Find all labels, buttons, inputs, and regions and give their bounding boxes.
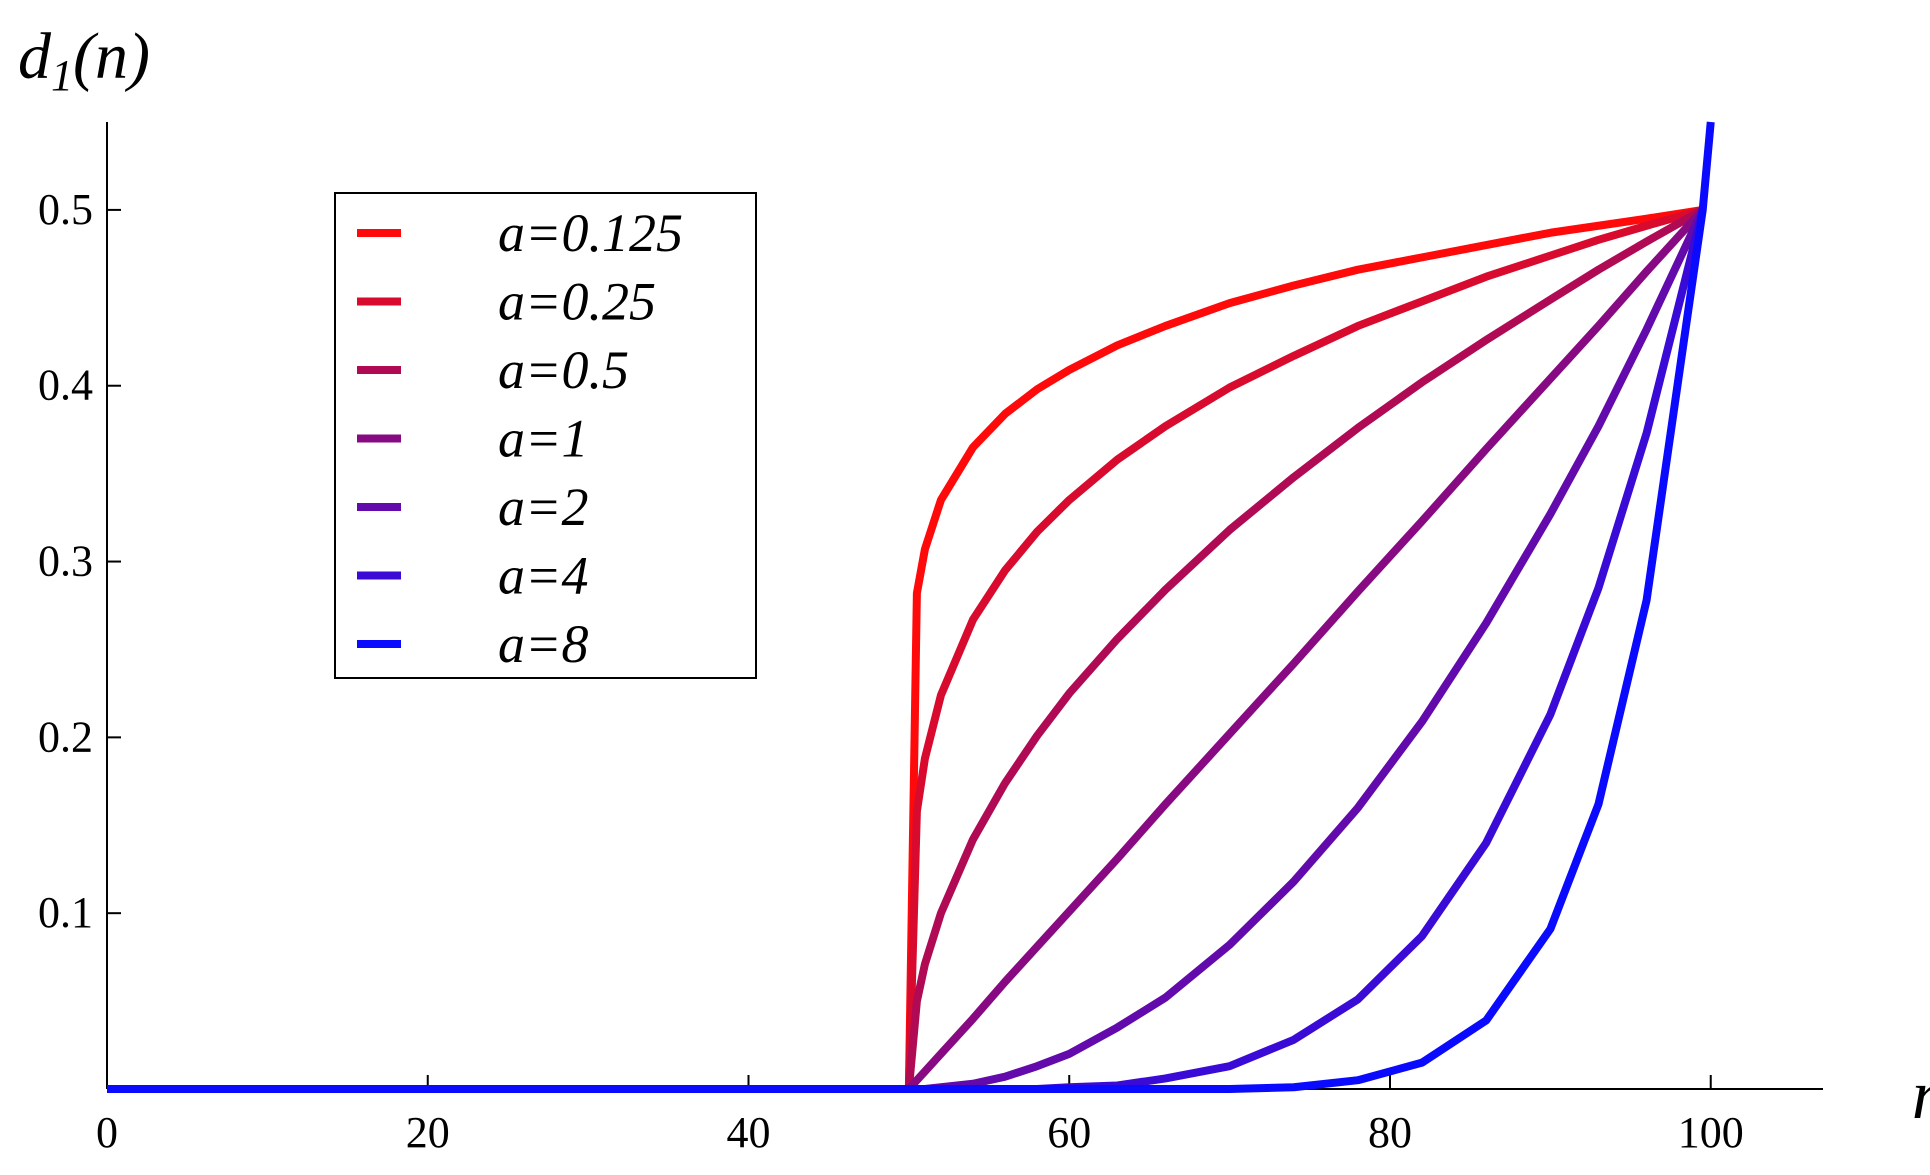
legend-label: a=1 <box>498 409 588 469</box>
x-tick-label: 60 <box>1047 1108 1091 1157</box>
x-tick-label: 20 <box>406 1108 450 1157</box>
legend-label: a=4 <box>498 546 588 606</box>
legend-label: a=0.5 <box>498 340 629 400</box>
y-label-sub: 1 <box>51 51 73 100</box>
x-tick-label: 0 <box>96 1108 118 1157</box>
legend-label: a=2 <box>498 477 588 537</box>
x-tick-label: 80 <box>1368 1108 1412 1157</box>
legend: a=0.125 a=0.25 a=0.5 a=1 a=2 a=4 a=8 <box>334 192 757 679</box>
y-label-tail: (n) <box>73 20 150 93</box>
legend-box <box>334 192 757 679</box>
y-tick-label: 0.4 <box>38 361 93 410</box>
legend-label: a=8 <box>498 614 588 674</box>
y-tick-label: 0.2 <box>38 712 93 761</box>
legend-label: a=0.125 <box>498 203 683 263</box>
y-tick-label: 0.3 <box>38 537 93 586</box>
legend-label: a=0.25 <box>498 272 656 332</box>
y-axis-label: d1(n) <box>18 20 150 100</box>
y-tick-label: 0.5 <box>38 185 93 234</box>
x-tick-label: 100 <box>1678 1108 1744 1157</box>
y-label-main: d <box>18 20 52 93</box>
x-axis-label: n <box>1912 1057 1930 1134</box>
y-tick-label: 0.1 <box>38 888 93 937</box>
series-line <box>107 121 1715 1093</box>
x-tick-label: 40 <box>726 1108 770 1157</box>
